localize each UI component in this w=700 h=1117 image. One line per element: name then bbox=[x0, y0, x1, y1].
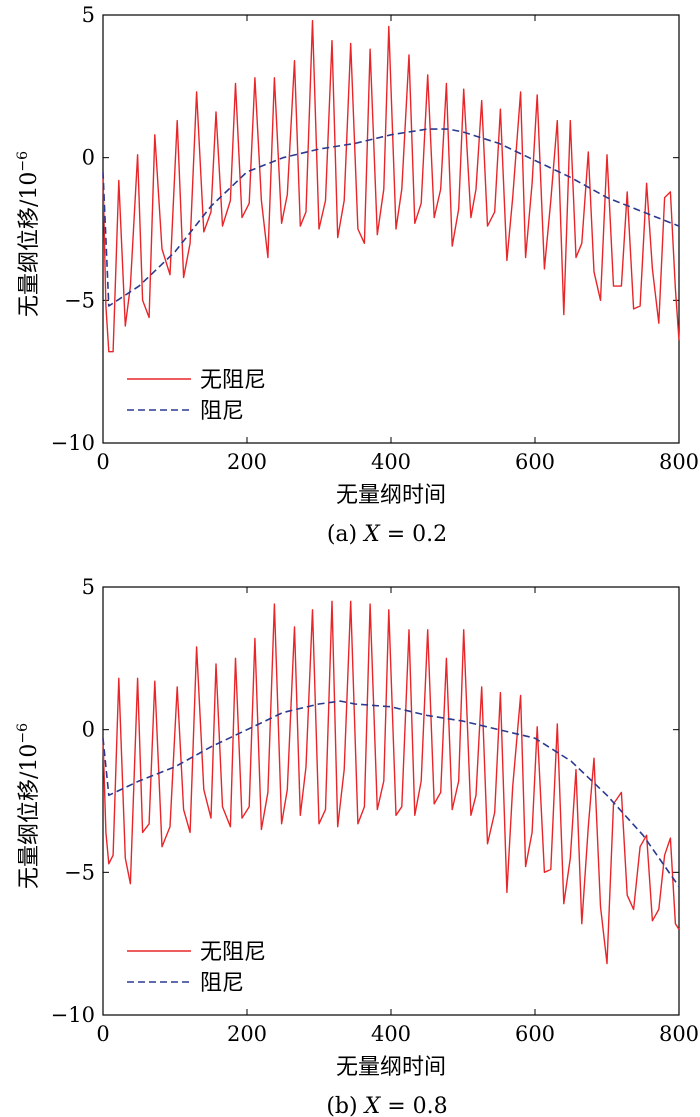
y-tick-label: 0 bbox=[82, 146, 95, 170]
caption-variable: X bbox=[363, 1094, 382, 1117]
chart-caption: (b) X = 0.8 bbox=[326, 1094, 447, 1117]
y-tick-label: −5 bbox=[64, 288, 95, 312]
x-tick-label: 600 bbox=[515, 1022, 555, 1046]
caption-suffix: = 0.2 bbox=[380, 522, 447, 547]
legend-label: 阻尼 bbox=[200, 399, 244, 424]
y-axis-label-exponent: −6 bbox=[15, 151, 31, 172]
x-tick-label: 200 bbox=[227, 450, 267, 474]
x-tick-label: 400 bbox=[371, 450, 411, 474]
y-tick-label: −10 bbox=[51, 1003, 95, 1027]
caption-prefix: (b) bbox=[326, 1094, 364, 1117]
y-axis-label-text: 无量纲位移/10 bbox=[17, 744, 42, 889]
x-tick-label: 0 bbox=[96, 1022, 109, 1046]
legend-label: 无阻尼 bbox=[200, 368, 266, 393]
caption-variable: X bbox=[362, 522, 381, 547]
legend-label: 阻尼 bbox=[200, 971, 244, 996]
caption-prefix: (a) bbox=[327, 522, 364, 547]
y-tick-label: −5 bbox=[64, 860, 95, 884]
x-tick-label: 200 bbox=[227, 1022, 267, 1046]
x-tick-label: 400 bbox=[371, 1022, 411, 1046]
series-line-undamped bbox=[102, 600, 680, 965]
y-axis-label-text: 无量纲位移/10 bbox=[17, 172, 42, 317]
y-tick-label: −10 bbox=[51, 431, 95, 455]
y-tick-label: 5 bbox=[82, 575, 95, 599]
chart-caption: (a) X = 0.2 bbox=[327, 522, 447, 547]
x-tick-label: 800 bbox=[659, 450, 699, 474]
series-line-undamped bbox=[102, 20, 680, 353]
x-axis-label: 无量纲时间 bbox=[336, 483, 446, 508]
y-axis-label-exponent: −6 bbox=[15, 723, 31, 744]
series-line-damped bbox=[102, 700, 680, 888]
caption-suffix: = 0.8 bbox=[380, 1094, 447, 1117]
legend-label: 无阻尼 bbox=[200, 940, 266, 965]
x-tick-label: 800 bbox=[659, 1022, 699, 1046]
x-axis-label: 无量纲时间 bbox=[336, 1055, 446, 1080]
y-tick-label: 0 bbox=[82, 718, 95, 742]
series-line-damped bbox=[102, 128, 680, 307]
x-tick-label: 0 bbox=[96, 450, 109, 474]
y-axis-label: 无量纲位移/10−6 bbox=[15, 723, 42, 889]
y-tick-label: 5 bbox=[82, 3, 95, 27]
x-tick-label: 600 bbox=[515, 450, 555, 474]
y-axis-label: 无量纲位移/10−6 bbox=[15, 151, 42, 317]
